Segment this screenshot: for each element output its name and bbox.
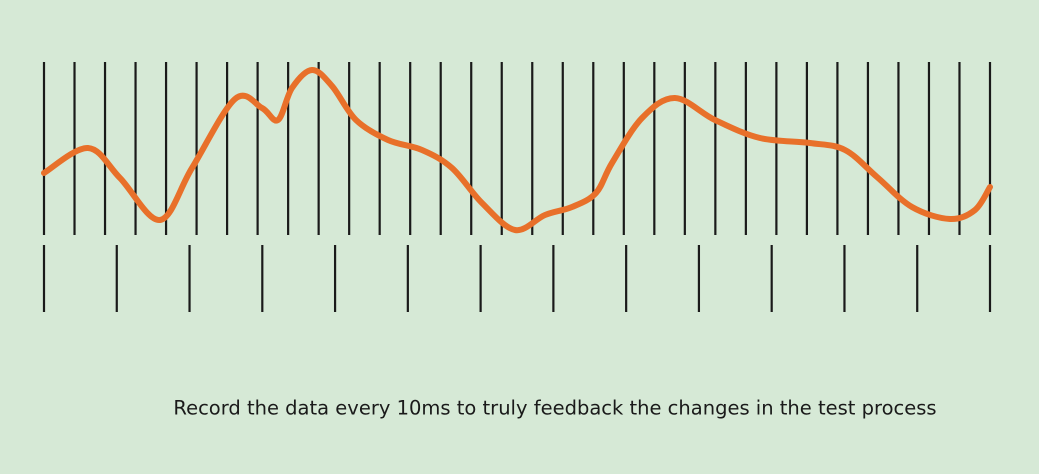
signal-curve [41, 67, 993, 234]
record-ticks [42, 245, 992, 312]
caption: Record the data every 10ms to truly feed… [173, 397, 936, 420]
